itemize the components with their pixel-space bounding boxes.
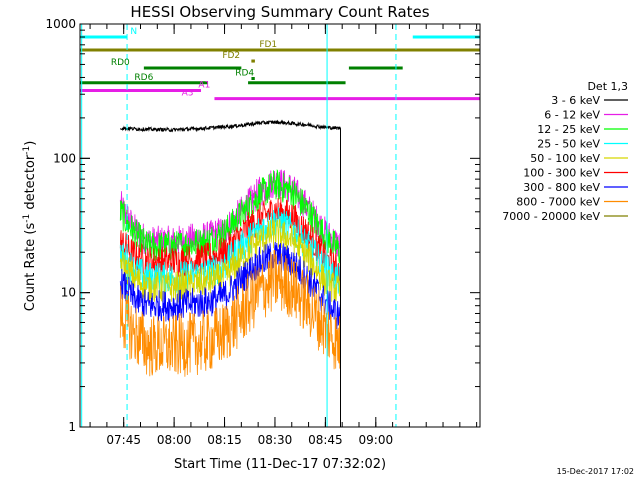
flag-label-a1: A1 (198, 80, 210, 90)
flag-label-fd1: FD1 (259, 40, 277, 50)
flag-label-a3: A3 (182, 89, 194, 99)
series-line-3-6kev (119, 119, 341, 133)
x-tick-label: 09:00 (359, 433, 394, 447)
legend-label: 6 - 12 keV (544, 109, 600, 122)
legend-label: 300 - 800 keV (523, 181, 600, 194)
series-line-100-300kev (119, 196, 341, 285)
y-tick-label: 1 (68, 420, 76, 434)
flag-label-fd2: FD2 (222, 51, 240, 61)
y-axis-label: Count Rate (s-1 detector-1) (22, 141, 38, 312)
x-tick-label: 08:30 (258, 433, 293, 447)
flag-label-n: N (130, 27, 137, 37)
plot-frame (79, 23, 481, 428)
x-tick-label: 08:45 (308, 433, 343, 447)
x-tick-label: 08:15 (207, 433, 242, 447)
legend-label: 50 - 100 keV (530, 152, 600, 165)
legend-label: 12 - 25 keV (537, 123, 600, 136)
legend-label: 25 - 50 keV (537, 138, 600, 151)
legend-label: 100 - 300 keV (523, 167, 600, 180)
chart-title: HESSI Observing Summary Count Rates (130, 3, 429, 21)
series-line-800-7000kev (119, 250, 341, 377)
y-tick-label: 10 (61, 286, 76, 300)
legend-title: Det 1,3 (587, 80, 628, 93)
series-line-12-25kev (119, 169, 341, 264)
x-tick-label: 08:00 (157, 433, 192, 447)
legend-label: 7000 - 20000 keV (502, 210, 600, 223)
flag-label-rd4: RD4 (235, 68, 254, 78)
y-tick-label: 1000 (45, 17, 76, 31)
flag-label-rd6: RD6 (134, 73, 153, 83)
legend-label: 3 - 6 keV (551, 94, 600, 107)
x-tick-label: 07:45 (106, 433, 141, 447)
timestamp-annotation: 15-Dec-2017 17:02 (557, 467, 634, 476)
flag-label-rd0: RD0 (111, 58, 130, 68)
legend-label: 800 - 7000 keV (516, 196, 600, 209)
y-tick-label: 100 (53, 151, 76, 165)
x-axis-label: Start Time (11-Dec-17 07:32:02) (174, 457, 386, 472)
